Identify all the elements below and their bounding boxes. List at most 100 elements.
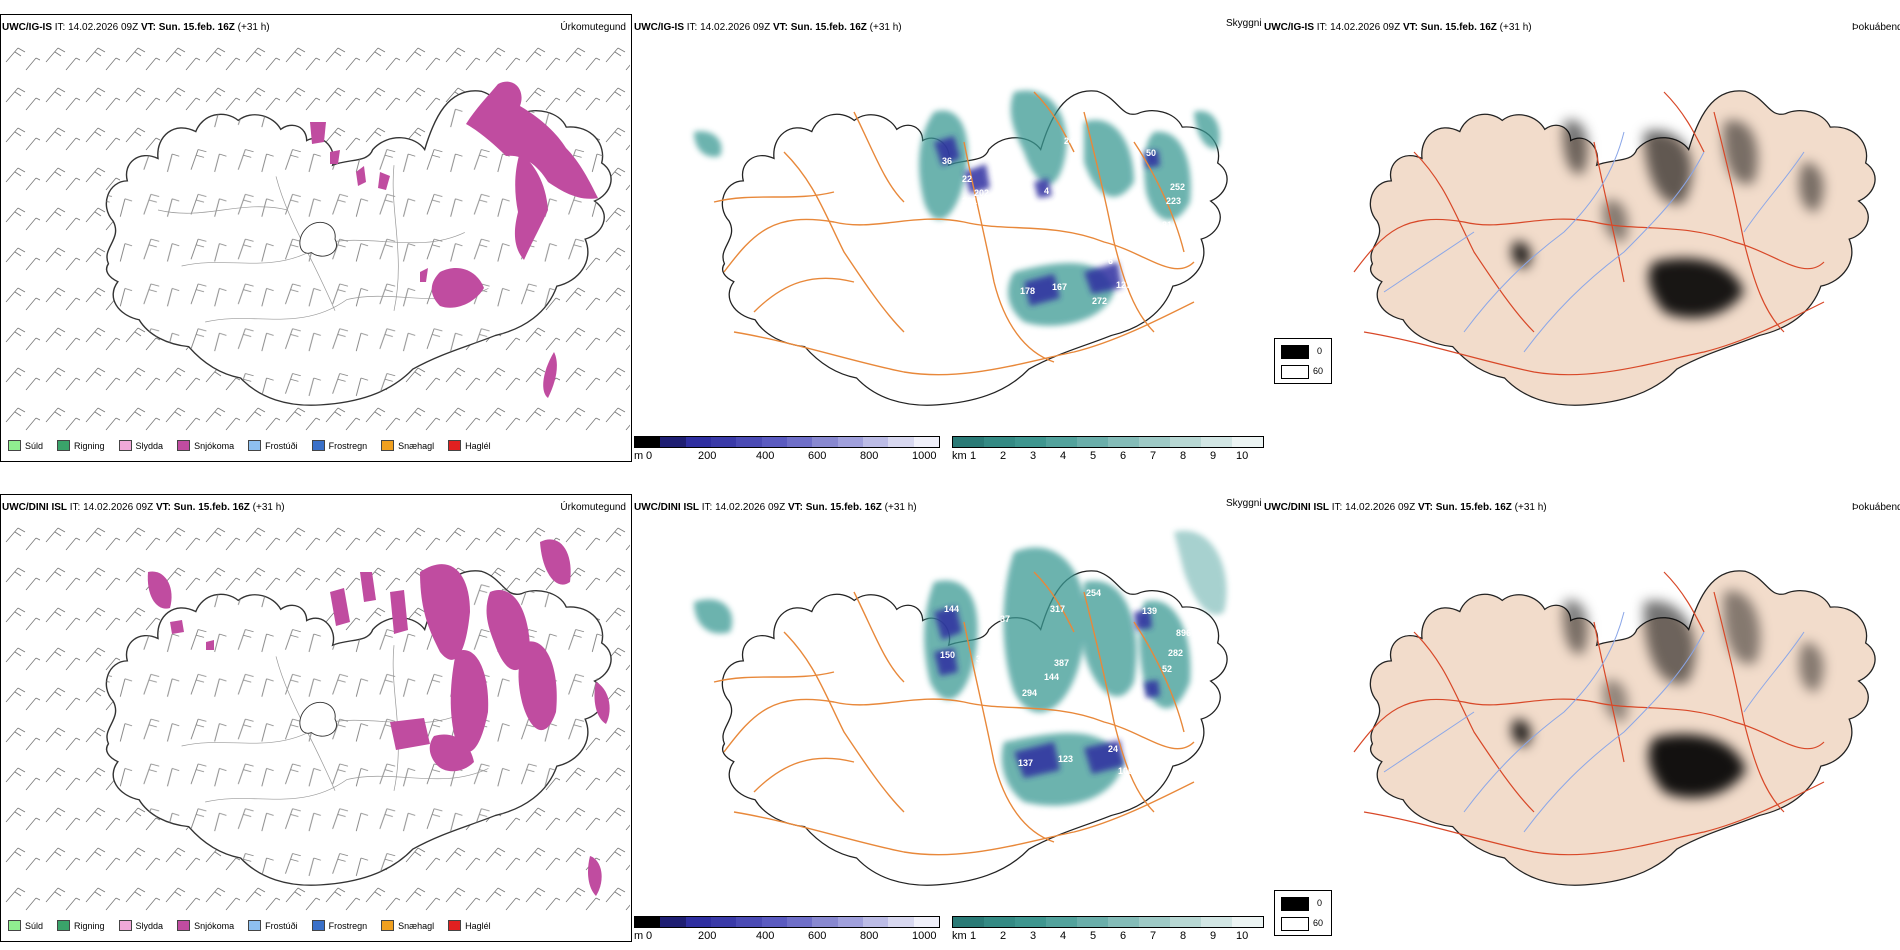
visibility-areas [694, 90, 1220, 326]
ceiling-label: 86 [992, 582, 1002, 592]
it-label: IT: [686, 22, 698, 33]
fog-map [1353, 90, 1876, 406]
height-tick: 0 [646, 450, 653, 462]
fog-legend-60: 60 [1313, 918, 1324, 928]
ceiling-panel-2: UWC/DINI ISL IT: 14.02.2026 09Z VT: Sun.… [634, 494, 1266, 942]
vt-label: VT: [787, 502, 803, 513]
fog-legend-0: 0 [1317, 346, 1323, 356]
vt-value: Sun. 15.feb. 16Z [805, 502, 882, 513]
vt-value: Sun. 15.feb. 16Z [790, 22, 867, 33]
fog-roads [1353, 91, 1825, 376]
lead-time: (+31 h) [252, 502, 285, 513]
ceiling-label: 246 [1064, 136, 1079, 146]
fog-legend: 0 60 [1274, 890, 1332, 936]
fog-legend: 0 60 [1274, 338, 1332, 384]
height-scale: m 0 200 400 600 800 1000 [634, 916, 940, 950]
ceiling-label: 22 [962, 174, 972, 184]
legend-item-frostregn: Frostregn [311, 920, 367, 931]
vis-unit: km [952, 930, 967, 942]
ceiling-label: 252 [1170, 182, 1185, 192]
lead-time: (+31 h) [237, 22, 270, 33]
ceiling-label: 167 [1052, 282, 1067, 292]
fog-density [1511, 590, 1824, 798]
ceiling-label: 221 [962, 196, 977, 206]
ceiling-label: 294 [1022, 688, 1037, 698]
vt-label: VT: [155, 502, 171, 513]
ceiling-title: Skyggni [1226, 18, 1262, 29]
vis-tick: 9 [1210, 450, 1217, 462]
ceiling-label: 218 [996, 720, 1011, 730]
ceiling-label: 123 [1058, 754, 1073, 764]
ceiling-label: 280 [1164, 730, 1179, 740]
panel-header: UWC/DINI ISL IT: 14.02.2026 09Z VT: Sun.… [1264, 502, 1547, 513]
legend-item-frostregn: Frostregn [311, 440, 367, 451]
precip-panel-2: UWC/DINI ISL IT: 14.02.2026 09Z VT: Sun.… [0, 494, 632, 942]
fog-rivers [1383, 131, 1805, 353]
fog-legend-0: 0 [1317, 898, 1323, 908]
legend-item-snaehagl: Snæhagl [381, 440, 434, 451]
fog-rivers [1383, 611, 1805, 833]
ceiling-labels: 86 254 317 139 896 282 144 37 150 324 38… [940, 582, 1191, 776]
precip-panel-1: UWC/IG-IS IT: 14.02.2026 09Z VT: Sun. 15… [0, 14, 632, 462]
ceiling-label: 223 [1166, 196, 1181, 206]
vt-value: Sun. 15.feb. 16Z [1420, 22, 1497, 33]
fog-panel-1: UWC/IG-IS IT: 14.02.2026 09Z VT: Sun. 15… [1264, 14, 1900, 462]
it-label: IT: [1331, 502, 1343, 513]
precip-title: Úrkomutegund [560, 502, 626, 513]
vt-label: VT: [772, 22, 788, 33]
fog-title: Þokuábendi [1852, 502, 1900, 513]
model-name: UWC/DINI ISL [2, 502, 67, 513]
panel-header: UWC/DINI ISL IT: 14.02.2026 09Z VT: Sun.… [634, 502, 917, 513]
model-name: UWC/IG-IS [2, 22, 52, 33]
precip-map [0, 32, 630, 432]
precip-legend: Súld Rigning Slydda Snjókoma Frostúði Fr… [8, 440, 505, 451]
ceiling-label: 324 [976, 654, 991, 664]
it-value: 14.02.2026 09Z [700, 22, 771, 33]
height-scale: m 0 200 400 600 800 1000 [634, 436, 940, 470]
vis-tick: 9 [1210, 930, 1217, 942]
ceiling-label: 137 [1018, 758, 1033, 768]
legend-item-hagel: Haglél [448, 440, 491, 451]
ceiling-label: 282 [1168, 648, 1183, 658]
ceiling-label: 81 [1162, 220, 1172, 230]
ceiling-label: 144 [944, 604, 959, 614]
vis-tick: 7 [1150, 450, 1157, 462]
it-label: IT: [1316, 22, 1328, 33]
ceiling-map: 86 254 317 139 896 282 144 37 150 324 38… [694, 530, 1228, 886]
ceiling-title: Skyggni [1226, 498, 1262, 509]
legend-item-rigning: Rigning [57, 440, 105, 451]
legend-item-snjokoma: Snjókoma [177, 920, 234, 931]
lead-time: (+31 h) [884, 502, 917, 513]
precip-map [0, 512, 630, 912]
vis-tick: 10 [1236, 450, 1249, 462]
snow-areas [147, 539, 610, 896]
height-tick: 600 [808, 450, 827, 462]
model-name: UWC/DINI ISL [634, 502, 699, 513]
vis-tick: 1 [970, 450, 977, 462]
vt-value: Sun. 15.feb. 16Z [158, 22, 235, 33]
legend-item-sudl: Súld [8, 440, 43, 451]
vis-tick: 6 [1120, 930, 1127, 942]
visibility-scale: km 1 2 3 4 5 6 7 8 9 10 [952, 916, 1264, 950]
ceiling-label: 144 [1044, 672, 1059, 682]
legend-item-rigning: Rigning [57, 920, 105, 931]
it-value: 14.02.2026 09Z [1345, 502, 1416, 513]
vt-label: VT: [1402, 22, 1418, 33]
height-tick: 400 [756, 930, 775, 942]
vis-tick: 2 [1000, 450, 1007, 462]
ceiling-label: 896 [1176, 628, 1191, 638]
fog-roads [1353, 571, 1825, 856]
vt-value: Sun. 15.feb. 16Z [173, 502, 250, 513]
road-network [713, 91, 1195, 376]
ceiling-label: 6 [1108, 256, 1113, 266]
height-tick: 1000 [912, 930, 937, 942]
height-unit: m [634, 450, 644, 462]
panel-header: UWC/IG-IS IT: 14.02.2026 09Z VT: Sun. 15… [634, 22, 902, 33]
ceiling-label: 24 [1108, 744, 1118, 754]
visibility-scale: km 1 2 3 4 5 6 7 8 9 10 [952, 436, 1264, 470]
ceiling-label: 106 [1118, 766, 1133, 776]
precip-title: Úrkomutegund [560, 22, 626, 33]
it-value: 14.02.2026 09Z [68, 22, 139, 33]
height-tick: 800 [860, 450, 879, 462]
it-value: 14.02.2026 09Z [83, 502, 154, 513]
